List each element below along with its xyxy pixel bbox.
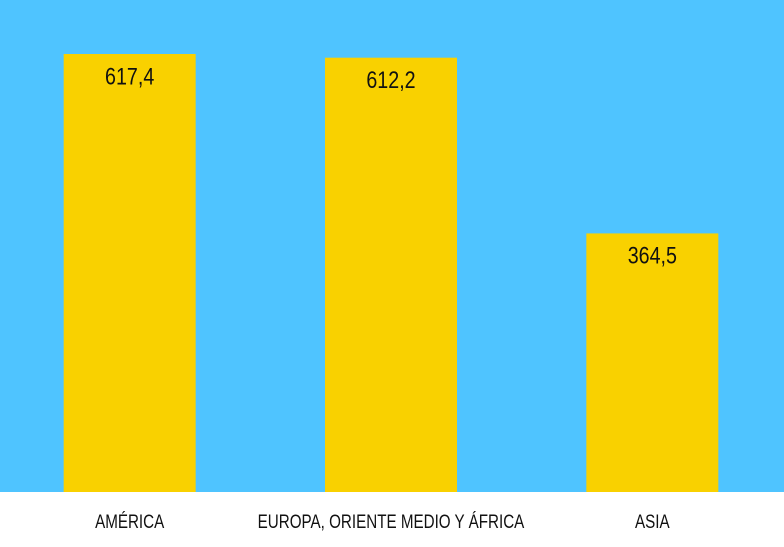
x-tick-label: AMÉRICA — [95, 510, 165, 532]
x-tick-label: ASIA — [635, 510, 670, 532]
bar — [586, 233, 719, 492]
value-label: 364,5 — [628, 242, 677, 269]
bar — [325, 57, 457, 492]
bar — [63, 54, 196, 492]
value-label: 617,4 — [105, 62, 154, 89]
x-tick-label: EUROPA, ORIENTE MEDIO Y ÁFRICA — [258, 510, 525, 532]
value-label: 612,2 — [366, 66, 415, 93]
